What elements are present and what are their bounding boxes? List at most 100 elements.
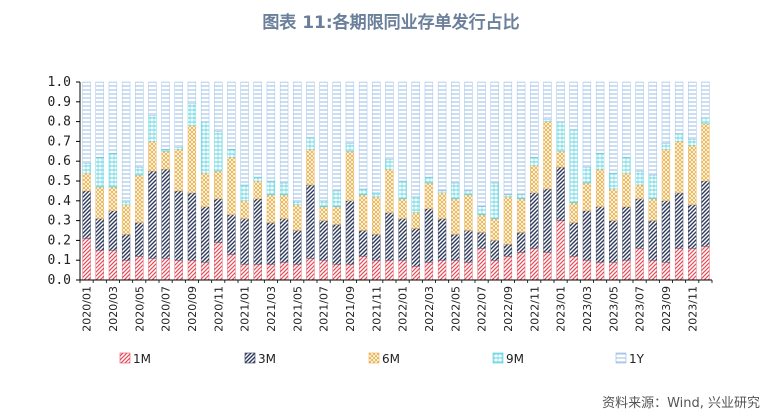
bar-9M-2023/12 (701, 117, 710, 124)
x-tick-label: 2020/07 (160, 286, 173, 332)
bar-1M-2020/11 (214, 242, 223, 281)
bar-9M-2020/01 (82, 162, 91, 174)
bar-6M-2021/10 (358, 194, 368, 231)
bar-6M-2022/03 (424, 182, 434, 209)
bar-1Y-2023/02 (569, 81, 578, 130)
bar-1M-2020/12 (227, 254, 236, 281)
bar-3M-2023/02 (569, 222, 578, 257)
bar-1Y-2023/09 (661, 81, 671, 144)
bar-9M-2021/04 (279, 182, 289, 196)
legend-label-1Y: 1Y (629, 352, 645, 366)
bar-1Y-2020/02 (95, 81, 104, 158)
x-tick-label: 2023/01 (555, 286, 568, 332)
bar-1M-2023/11 (688, 248, 697, 281)
x-tick-label: 2022/07 (476, 286, 489, 332)
bar-3M-2021/12 (385, 212, 394, 261)
bar-1Y-2020/09 (187, 81, 197, 104)
bar-1Y-2020/05 (135, 81, 144, 168)
bar-9M-2023/02 (569, 129, 578, 203)
bar-6M-2021/01 (240, 200, 249, 219)
bar-1M-2023/09 (661, 261, 671, 281)
bar-9M-2020/03 (108, 153, 118, 188)
bar-9M-2022/01 (398, 180, 407, 200)
bar-9M-2021/02 (253, 176, 262, 182)
bar-1Y-2022/11 (530, 81, 539, 158)
bar-9M-2022/11 (530, 157, 539, 166)
bar-1Y-2020/01 (82, 81, 91, 164)
bar-6M-2022/10 (516, 198, 526, 233)
legend-swatch-1Y (615, 352, 627, 364)
bar-6M-2023/04 (595, 168, 605, 207)
bar-6M-2023/12 (701, 123, 710, 182)
bar-1M-2021/01 (240, 263, 249, 281)
bar-6M-2022/04 (437, 192, 447, 219)
bar-1Y-2021/09 (345, 81, 355, 144)
bar-6M-2023/07 (635, 184, 644, 200)
bar-1M-2023/04 (595, 261, 605, 281)
bar-1M-2021/11 (372, 260, 381, 281)
bar-9M-2023/09 (661, 143, 671, 150)
bar-1M-2023/01 (556, 220, 565, 281)
y-tick-label: 0.3 (48, 214, 71, 229)
bar-1Y-2023/11 (688, 81, 697, 140)
bar-1M-2021/09 (345, 263, 355, 281)
bar-1M-2021/06 (306, 258, 315, 281)
bar-6M-2021/09 (345, 151, 355, 202)
bar-1M-2022/09 (503, 256, 513, 281)
bar-9M-2021/10 (358, 188, 368, 196)
bar-3M-2023/03 (582, 210, 592, 261)
bar-1M-2023/07 (635, 248, 644, 281)
bars-layer (82, 81, 710, 281)
x-tick-label: 2021/11 (370, 286, 383, 332)
bar-6M-2020/03 (108, 186, 118, 211)
bar-6M-2023/11 (688, 145, 697, 205)
legend: 1M 3M 6M 9M 1Y (119, 352, 645, 366)
bar-1Y-2020/11 (214, 81, 223, 132)
bar-1Y-2022/07 (477, 81, 486, 207)
bar-3M-2023/08 (648, 220, 657, 261)
source-note: 资料来源：Wind, 兴业研究 (602, 396, 760, 411)
bar-6M-2020/05 (135, 174, 144, 223)
bar-1Y-2021/01 (240, 81, 249, 186)
bar-6M-2021/04 (279, 194, 289, 219)
bar-3M-2021/05 (293, 230, 302, 265)
x-tick-label: 2022/03 (423, 286, 436, 332)
bar-9M-2023/03 (582, 166, 592, 184)
bar-3M-2020/10 (200, 206, 210, 263)
bar-6M-2022/08 (490, 218, 499, 241)
bar-1Y-2022/09 (503, 81, 513, 196)
bar-1Y-2023/07 (635, 81, 644, 172)
bar-1M-2020/09 (187, 260, 197, 281)
bar-1Y-2021/06 (306, 81, 315, 138)
bar-9M-2023/05 (609, 172, 618, 190)
bar-1M-2020/06 (148, 258, 157, 281)
y-tick-label: 0.4 (48, 194, 72, 209)
bar-6M-2020/07 (161, 151, 170, 170)
bar-1Y-2021/07 (319, 81, 328, 202)
bar-9M-2023/07 (635, 170, 644, 186)
bar-1M-2022/04 (437, 260, 447, 281)
bar-1M-2022/12 (543, 252, 552, 281)
bar-1M-2020/02 (95, 250, 104, 281)
bar-1Y-2023/01 (556, 81, 565, 122)
bar-1M-2021/08 (332, 263, 341, 281)
bar-6M-2020/12 (227, 157, 236, 215)
bar-3M-2020/05 (135, 222, 144, 257)
bar-6M-2020/11 (214, 170, 223, 200)
bar-1Y-2021/04 (279, 81, 289, 184)
y-tick-label: 0.7 (48, 134, 71, 149)
bar-1M-2023/12 (701, 246, 710, 281)
bar-1Y-2021/12 (385, 81, 394, 160)
bar-1Y-2021/11 (372, 81, 381, 194)
bar-6M-2023/02 (569, 202, 578, 223)
bar-1Y-2022/02 (411, 81, 420, 198)
bar-6M-2021/12 (385, 168, 394, 213)
bar-1M-2023/05 (609, 261, 618, 281)
x-tick-label: 2023/07 (634, 286, 647, 332)
bar-3M-2023/09 (661, 200, 671, 263)
bar-1M-2023/10 (674, 248, 684, 281)
bar-3M-2020/01 (82, 190, 91, 239)
bar-3M-2021/03 (266, 222, 276, 265)
bar-3M-2022/02 (411, 228, 420, 267)
bar-1Y-2022/12 (543, 81, 552, 120)
